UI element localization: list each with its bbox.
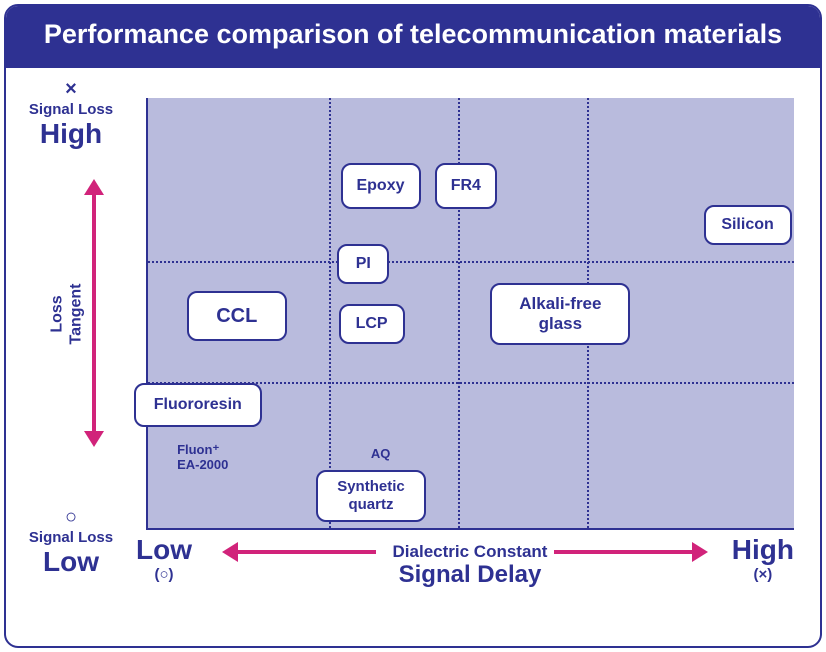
- x-axis-region: Low (○) Dialectric Constant Signal Delay…: [146, 530, 794, 610]
- chart-title: Performance comparison of telecommunicat…: [6, 6, 820, 68]
- material-silicon: Silicon: [704, 205, 792, 245]
- x-low-symbol: (○): [136, 566, 192, 583]
- material-fr4: FR4: [435, 163, 497, 209]
- x-high-label: High: [732, 534, 794, 566]
- y-axis-bottom-block: ○ Signal Loss Low: [6, 506, 136, 578]
- y-axis-top-block: × Signal Loss High: [6, 78, 136, 150]
- y-top-symbol: ×: [6, 78, 136, 101]
- x-label-top: Dialectric Constant: [393, 542, 548, 562]
- chart-card: Performance comparison of telecommunicat…: [4, 4, 822, 648]
- y-axis-arrow: [92, 193, 96, 433]
- y-top-big: High: [6, 118, 136, 150]
- y-bottom-sub: Signal Loss: [6, 529, 136, 546]
- material-alkali: Alkali-freeglass: [490, 283, 630, 345]
- material-ccl: CCL: [187, 291, 287, 341]
- y-top-sub: Signal Loss: [6, 101, 136, 118]
- y-label-line1: Loss: [48, 295, 65, 332]
- x-axis-low-block: Low (○): [136, 534, 192, 583]
- caption-fluon: Fluon⁺EA-2000: [177, 442, 228, 473]
- gridline-vertical: [329, 98, 331, 528]
- x-high-symbol: (×): [732, 566, 794, 583]
- x-axis-high-block: High (×): [732, 534, 794, 583]
- y-bottom-symbol: ○: [6, 506, 136, 529]
- plot-region: Epoxy FR4 Silicon PI CCL LCP Alkali-freeglass F…: [146, 98, 794, 530]
- caption-aq: AQ: [371, 446, 391, 462]
- y-axis-region: × Signal Loss High Loss Tangent ○ Signal…: [6, 98, 146, 530]
- y-axis-label: Loss Tangent: [47, 283, 85, 344]
- material-synquartz: Syntheticquartz: [316, 470, 426, 522]
- material-epoxy: Epoxy: [341, 163, 421, 209]
- y-label-line2: Tangent: [68, 283, 85, 344]
- x-label-bottom: Signal Delay: [393, 561, 548, 589]
- gridline-horizontal: [148, 261, 794, 263]
- material-fluoro: Fluororesin: [134, 383, 262, 427]
- y-bottom-big: Low: [6, 546, 136, 578]
- x-axis-center-label: Dialectric Constant Signal Delay: [393, 542, 548, 589]
- chart-area: × Signal Loss High Loss Tangent ○ Signal…: [6, 68, 820, 608]
- x-low-label: Low: [136, 534, 192, 566]
- material-lcp: LCP: [339, 304, 405, 344]
- material-pi: PI: [337, 244, 389, 284]
